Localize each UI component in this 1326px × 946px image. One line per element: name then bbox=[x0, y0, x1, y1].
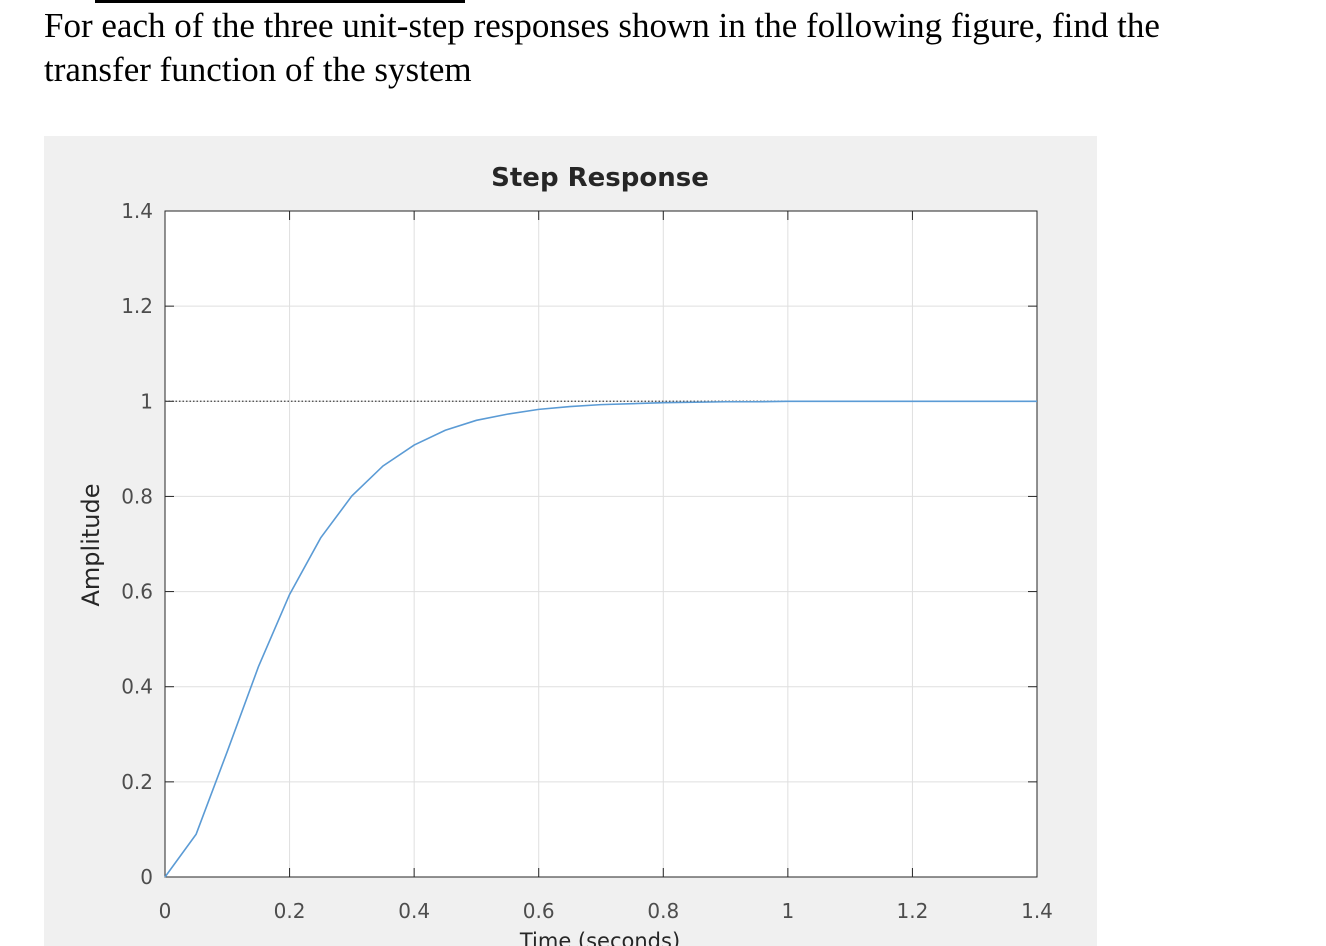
x-tick-label: 0.2 bbox=[274, 899, 306, 923]
rule bbox=[95, 0, 465, 3]
plot-area bbox=[165, 211, 1037, 877]
chart-title: Step Response bbox=[491, 163, 709, 193]
y-tick-label: 0 bbox=[140, 865, 153, 889]
response-curve bbox=[164, 400, 1037, 878]
plot: 0 0.2 0.4 0.6 0.8 1 1.2 1.4 0 0.2 0.4 0.6 0.8 1 1.2 1.4 bbox=[121, 199, 1053, 923]
question-line: transfer function of the system bbox=[44, 50, 472, 89]
y-tick-label: 0.2 bbox=[121, 770, 153, 794]
y-tick-label: 0.6 bbox=[121, 580, 153, 604]
x-tick-label: 1.2 bbox=[897, 899, 929, 923]
y-tick-label: 1.2 bbox=[121, 294, 153, 318]
x-tick-label: 0.4 bbox=[398, 899, 430, 923]
y-tick-label: 0.4 bbox=[121, 675, 153, 699]
y-tick-label: 1.4 bbox=[121, 199, 153, 223]
y-tick-label: 1 bbox=[140, 389, 153, 413]
x-tick-label: 0.8 bbox=[647, 899, 679, 923]
x-tick-label: 1.4 bbox=[1021, 899, 1053, 923]
question-line: For each of the three unit-step response… bbox=[44, 6, 1160, 45]
x-tick-label: 0.6 bbox=[523, 899, 555, 923]
x-tick-label: 0 bbox=[159, 899, 172, 923]
x-axis-label: Time (seconds) bbox=[519, 929, 680, 946]
y-tick-label: 0.8 bbox=[121, 484, 153, 508]
axes-box bbox=[164, 210, 1038, 878]
x-tick-label: 1 bbox=[781, 899, 794, 923]
y-axis-label: Amplitude bbox=[77, 484, 105, 607]
